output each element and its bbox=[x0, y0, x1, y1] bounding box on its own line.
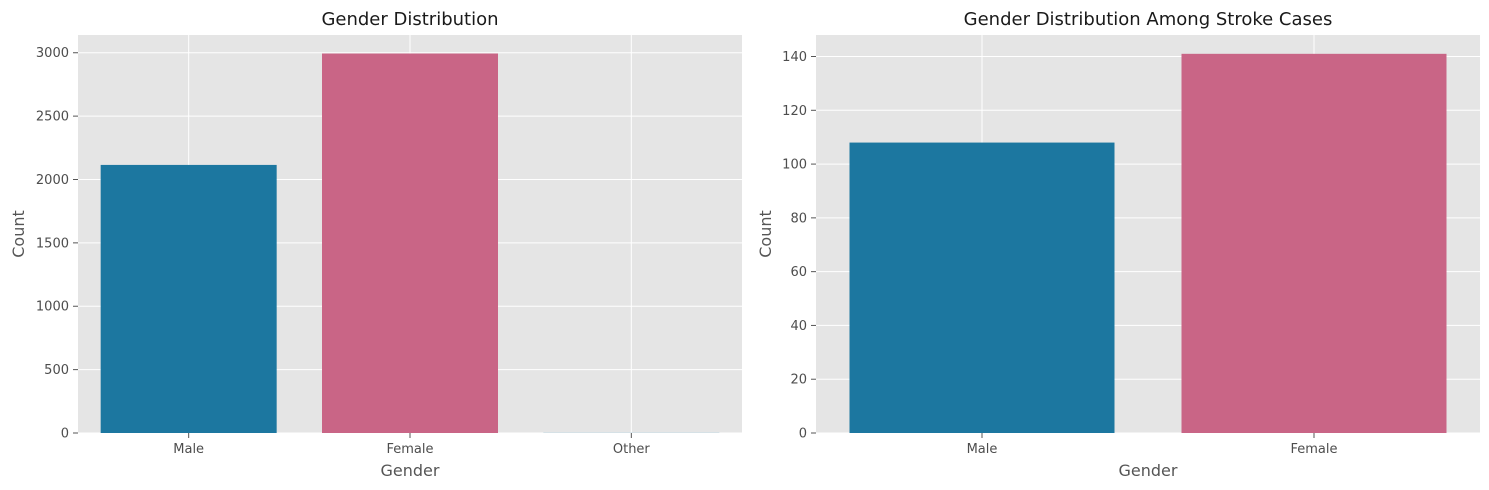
y-tick-label: 2500 bbox=[36, 110, 69, 125]
x-tick-label: Other bbox=[613, 442, 651, 457]
gender-distribution-chart: 0 500 1000 1500 2000 2500 3000 Male Female Other… bbox=[9, 9, 742, 480]
y-tick-label: 500 bbox=[44, 363, 69, 378]
bars bbox=[849, 53, 1447, 433]
x-tick-label: Female bbox=[386, 442, 433, 457]
y-tick-label: 40 bbox=[790, 319, 807, 334]
bar-female bbox=[1181, 53, 1447, 433]
x-ticks: Male Female bbox=[967, 433, 1338, 457]
bar-male bbox=[849, 142, 1115, 433]
y-tick-label: 3000 bbox=[36, 46, 69, 61]
y-ticks: 0 500 1000 1500 2000 2500 3000 bbox=[36, 46, 78, 442]
y-tick-label: 100 bbox=[782, 158, 807, 173]
bar-female bbox=[322, 53, 498, 433]
y-tick-label: 140 bbox=[782, 50, 807, 65]
x-axis-label: Gender bbox=[381, 461, 440, 480]
chart-title: Gender Distribution bbox=[321, 9, 498, 30]
chart-title: Gender Distribution Among Stroke Cases bbox=[964, 9, 1333, 30]
y-axis-label: Count bbox=[756, 210, 775, 258]
y-tick-label: 1000 bbox=[36, 300, 69, 315]
y-ticks: 0 20 40 60 80 100 120 140 bbox=[782, 50, 816, 442]
stroke-gender-distribution-chart: 0 20 40 60 80 100 120 140 Male Female Gender Dis… bbox=[756, 9, 1480, 480]
y-tick-label: 0 bbox=[61, 427, 69, 442]
x-tick-label: Male bbox=[967, 442, 998, 457]
bars bbox=[100, 53, 720, 433]
x-axis-label: Gender bbox=[1119, 461, 1178, 480]
bar-male bbox=[100, 164, 277, 433]
y-tick-label: 0 bbox=[799, 427, 807, 442]
y-tick-label: 2000 bbox=[36, 173, 69, 188]
y-tick-label: 120 bbox=[782, 104, 807, 119]
x-tick-label: Female bbox=[1290, 442, 1337, 457]
x-tick-label: Male bbox=[173, 442, 204, 457]
y-tick-label: 60 bbox=[790, 265, 807, 280]
x-ticks: Male Female Other bbox=[173, 433, 650, 457]
y-axis-label: Count bbox=[9, 210, 28, 258]
y-tick-label: 80 bbox=[790, 211, 807, 226]
y-tick-label: 1500 bbox=[36, 236, 69, 251]
y-tick-label: 20 bbox=[790, 373, 807, 388]
